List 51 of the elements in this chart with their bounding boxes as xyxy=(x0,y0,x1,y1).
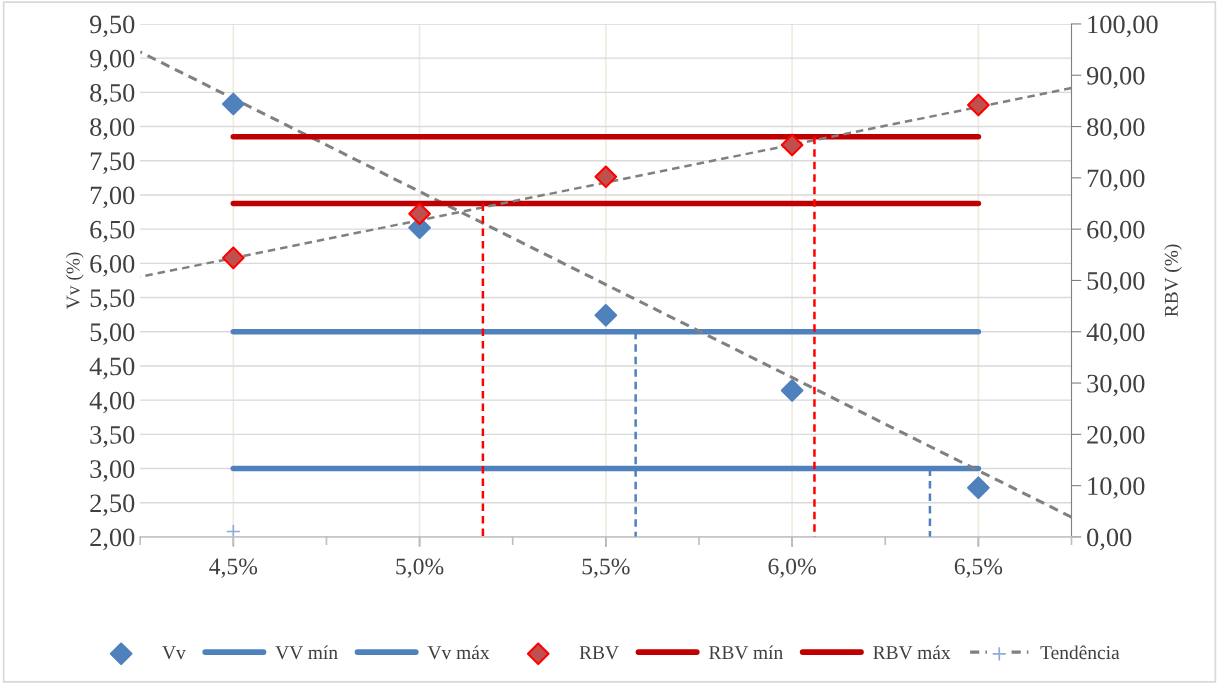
y-tick-label: 4,50 xyxy=(89,357,135,380)
y-tick-label: 4,00 xyxy=(89,391,135,414)
y-tick-label: 6,00 xyxy=(90,254,135,277)
y2-tick-label: 50,00 xyxy=(1087,272,1145,294)
point xyxy=(967,476,990,500)
x-tick-label: 6,0% xyxy=(768,558,816,578)
legend-label: RBV mín xyxy=(709,645,783,660)
y-tick-label: 9,50 xyxy=(89,15,135,38)
y-tick-label: 3,00 xyxy=(90,460,135,482)
y-tick-label: 7,00 xyxy=(90,186,135,209)
y2-tick-label: 80,00 xyxy=(1087,118,1145,140)
y-tick-label: 8,50 xyxy=(90,83,135,106)
y-tick-label: 5,50 xyxy=(90,289,135,311)
y-tick-label: 6,50 xyxy=(90,220,135,243)
y2-tick-label: 10,00 xyxy=(1088,477,1145,499)
point xyxy=(225,524,241,537)
y2-tick-label: 40,00 xyxy=(1086,323,1145,345)
x-tick-label: 6,5% xyxy=(954,558,1003,578)
point xyxy=(221,92,245,116)
y-tick-label: 8,00 xyxy=(90,118,135,140)
y-tick-label: 3,50 xyxy=(90,425,135,448)
point xyxy=(780,379,804,402)
y-axis-title: Vv (%) xyxy=(65,252,84,310)
y2-tick-label: 20,00 xyxy=(1087,425,1145,448)
y-tick-label: 7,50 xyxy=(90,152,135,174)
legend-label: Vv xyxy=(162,646,186,660)
y2-tick-label: 30,00 xyxy=(1087,374,1145,397)
legend-label: RBV xyxy=(579,646,619,660)
y2-tick-label: 70,00 xyxy=(1087,169,1145,192)
legend-label: RBV máx xyxy=(873,645,951,660)
legend-label: Vv máx xyxy=(427,645,490,660)
y2-tick-label: 100,00 xyxy=(1088,15,1158,38)
point xyxy=(221,246,245,270)
y-tick-label: 9,00 xyxy=(89,49,135,72)
y2-tick-label: 90,00 xyxy=(1086,66,1145,89)
x-tick-label: 5,5% xyxy=(582,558,630,578)
y2-axis-title: RBV (%) xyxy=(1164,244,1182,317)
point xyxy=(408,202,431,226)
point xyxy=(780,133,804,157)
legend-label: Tendência xyxy=(1040,645,1120,660)
point xyxy=(594,165,618,189)
point xyxy=(594,303,618,327)
legend-label: VV mín xyxy=(275,645,338,660)
y2-tick-label: 60,00 xyxy=(1087,220,1145,243)
x-tick-label: 5,0% xyxy=(396,558,444,578)
y-tick-label: 2,00 xyxy=(90,528,135,551)
point xyxy=(967,93,990,117)
y-tick-label: 5,00 xyxy=(90,323,135,345)
y2-tick-label: 0,00 xyxy=(1087,528,1132,551)
y-tick-label: 2,50 xyxy=(90,494,135,516)
x-tick-label: 4,5% xyxy=(209,558,258,578)
